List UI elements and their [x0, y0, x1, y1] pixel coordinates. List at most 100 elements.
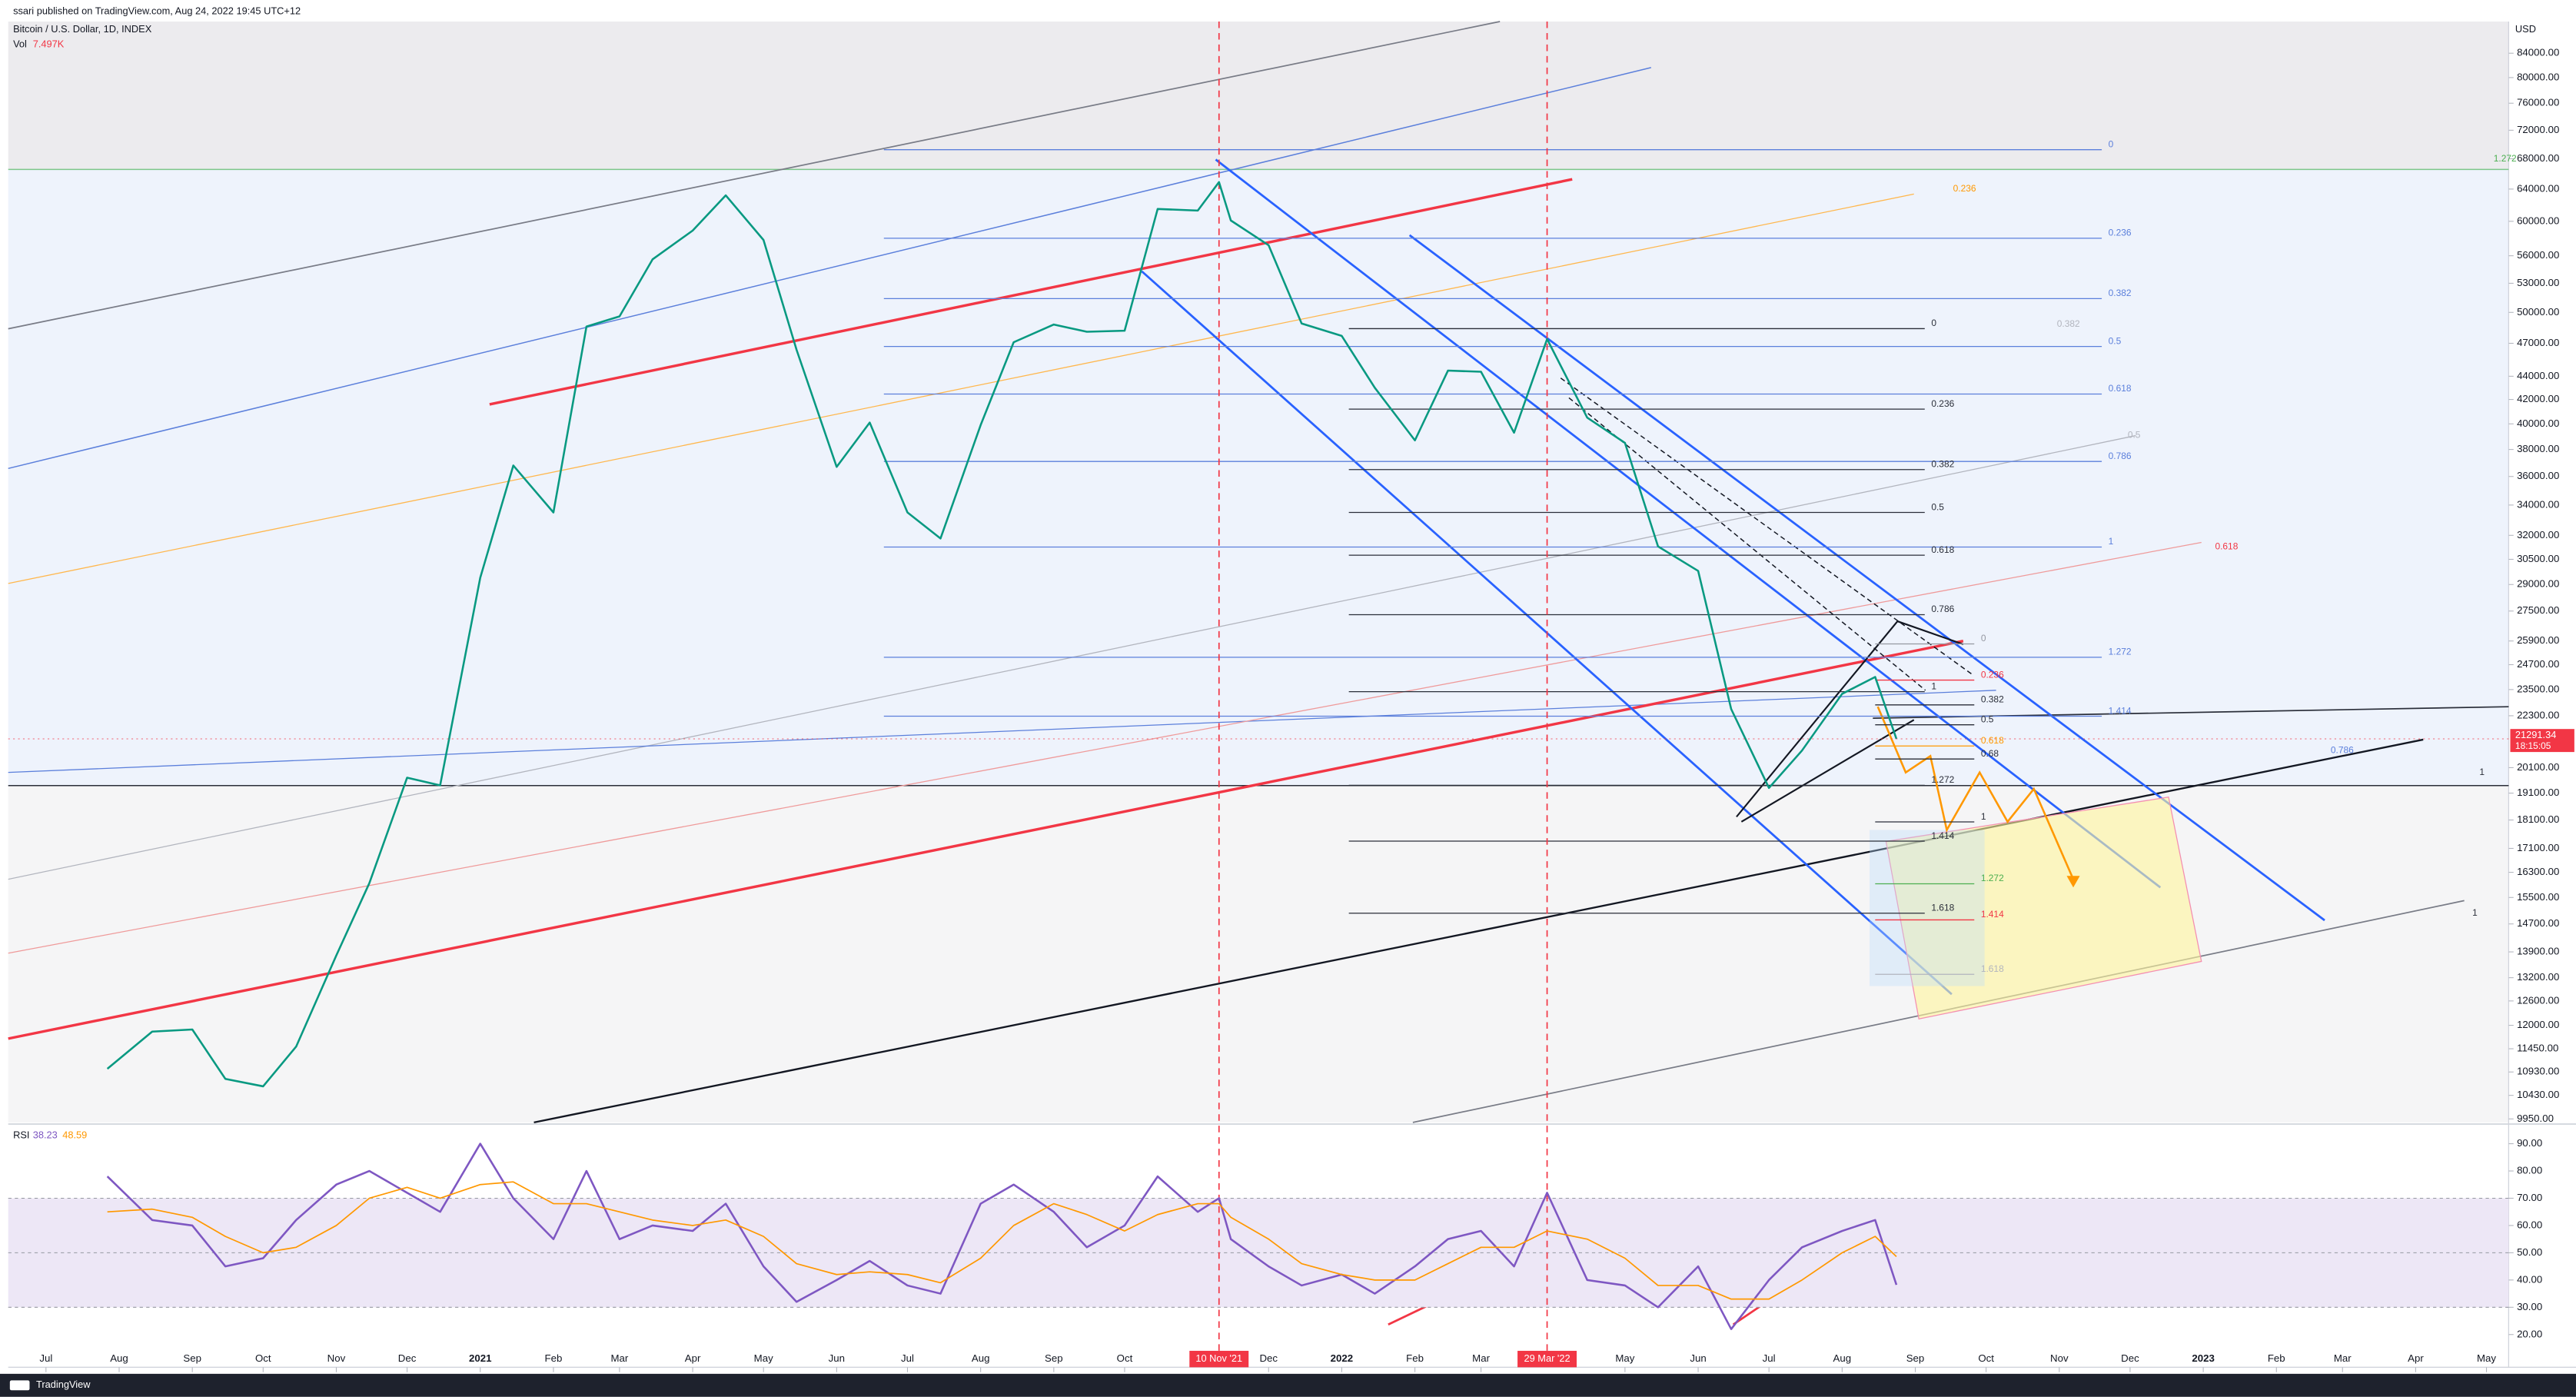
x-tick-label: Aug — [972, 1352, 990, 1364]
y-tick-label: 13900.00 — [2517, 946, 2559, 957]
x-tick-label: Jul — [901, 1352, 914, 1364]
fib-label: 0.5 — [1931, 501, 1944, 512]
y-tick-label: 17100.00 — [2517, 842, 2559, 853]
x-tick-label: Mar — [610, 1352, 628, 1364]
drawing-label: 1 — [2472, 907, 2478, 918]
rsi-tick-label: 20.00 — [2517, 1328, 2542, 1339]
fib-label: 1.618 — [1931, 902, 1954, 913]
rsi-tick-label: 30.00 — [2517, 1301, 2542, 1312]
drawing-label: 0.786 — [2331, 744, 2354, 755]
x-tick-label: Oct — [255, 1352, 271, 1364]
projection-box — [1885, 796, 2202, 1019]
fib-label: 0 — [1931, 318, 1936, 328]
x-tick-label: Feb — [2268, 1352, 2285, 1364]
last-price-time: 18:15:05 — [2515, 740, 2551, 751]
y-tick-label: 40000.00 — [2517, 417, 2559, 429]
y-tick-label: 10930.00 — [2517, 1066, 2559, 1077]
fib-label: 0.618 — [2109, 383, 2132, 394]
drawing-label: 0.236 — [1953, 183, 1976, 194]
y-tick-label: 56000.00 — [2517, 249, 2559, 261]
fib-label: 0.236 — [1931, 398, 1954, 409]
drawing-label: 0.5 — [2128, 429, 2141, 440]
y-tick-label: 36000.00 — [2517, 470, 2559, 481]
y-tick-label: 64000.00 — [2517, 182, 2559, 194]
y-tick-label: 29000.00 — [2517, 578, 2559, 590]
rsi-value: 38.23 — [33, 1129, 58, 1140]
fib-label: 1.618 — [1981, 963, 2004, 974]
y-tick-label: 20100.00 — [2517, 761, 2559, 773]
trend-line — [489, 178, 1573, 406]
y-tick-label: 14700.00 — [2517, 917, 2559, 929]
channel-line — [1408, 234, 2325, 922]
x-tick-label: 2022 — [1331, 1352, 1353, 1364]
y-tick-label: 76000.00 — [2517, 97, 2559, 108]
y-tick-label: 80000.00 — [2517, 71, 2559, 82]
x-tick-label: Sep — [1045, 1352, 1063, 1364]
arrow-head — [2066, 876, 2080, 888]
fib-label: 1.414 — [2109, 705, 2132, 716]
x-tick-label: Oct — [1117, 1352, 1133, 1364]
x-tick-label: Mar — [1472, 1352, 1490, 1364]
projection-path — [1876, 706, 2075, 880]
y-tick-label: 34000.00 — [2517, 498, 2559, 510]
fib-label: 0.68 — [1981, 748, 1999, 759]
x-tick-label: Feb — [545, 1352, 563, 1364]
y-tick-label: 47000.00 — [2517, 337, 2559, 348]
fib-label: 1 — [1931, 680, 1936, 691]
series-line — [106, 1143, 1898, 1330]
symbol-line: Bitcoin / U.S. Dollar, 1D, INDEX — [13, 23, 152, 35]
fib-label: 0.382 — [1931, 459, 1954, 470]
trend-line — [8, 640, 1964, 1040]
y-tick-label: 13200.00 — [2517, 971, 2559, 983]
rsi-tick-label: 50.00 — [2517, 1246, 2542, 1258]
fib-label: 0.236 — [2109, 228, 2132, 238]
y-tick-label: 19100.00 — [2517, 787, 2559, 798]
series-line — [107, 1181, 1897, 1300]
rsi-tick-label: 40.00 — [2517, 1273, 2542, 1285]
drawing-label: 1 — [2479, 767, 2485, 777]
labels-layer: ssari published on TradingView.com, Aug … — [9, 5, 2574, 1391]
fib-label: 0.5 — [2109, 335, 2122, 346]
y-tick-label: 15500.00 — [2517, 891, 2559, 903]
fib-label: 0 — [2109, 138, 2114, 149]
rsi-title: RSI — [13, 1129, 29, 1140]
fib-label: 1.272 — [1931, 774, 1954, 785]
y-tick-label: 50000.00 — [2517, 306, 2559, 318]
fib-label: 0.618 — [1931, 544, 1954, 555]
event-label: 29 Mar '22 — [1524, 1352, 1570, 1364]
x-tick-label: May — [754, 1352, 773, 1364]
y-tick-label: 60000.00 — [2517, 215, 2559, 226]
y-tick-label: 42000.00 — [2517, 393, 2559, 404]
y-tick-label: 12600.00 — [2517, 994, 2559, 1006]
y-tick-label: 38000.00 — [2517, 443, 2559, 454]
rsi-ma-value: 48.59 — [62, 1129, 87, 1140]
event-label: 10 Nov '21 — [1195, 1352, 1242, 1364]
x-tick-label: Mar — [2334, 1352, 2352, 1364]
brand-logo — [9, 1380, 30, 1391]
drawing-label: 0.618 — [2215, 541, 2238, 552]
footer-bar — [0, 1373, 2576, 1397]
channel-line — [1215, 158, 2162, 889]
trend-line — [8, 541, 2202, 954]
x-tick-label: Jul — [39, 1352, 52, 1364]
y-tick-label: 22300.00 — [2517, 709, 2559, 720]
fib-label: 0.786 — [1931, 604, 1954, 614]
y-tick-label: 72000.00 — [2517, 124, 2559, 135]
y-tick-label: 9950.00 — [2517, 1113, 2554, 1124]
y-tick-label: 18100.00 — [2517, 813, 2559, 825]
fib-label: 1.272 — [1981, 873, 2004, 883]
fib-label: 1 — [1981, 811, 1986, 822]
x-tick-label: Apr — [685, 1352, 701, 1364]
x-tick-label: Dec — [2121, 1352, 2139, 1364]
event-label-box — [1517, 1350, 1577, 1368]
last-price-box — [2510, 729, 2574, 753]
y-tick-label: 12000.00 — [2517, 1019, 2559, 1030]
brand: TradingView — [36, 1379, 91, 1390]
rsi-tick-label: 70.00 — [2517, 1192, 2542, 1203]
x-tick-label: Sep — [183, 1352, 201, 1364]
fib-label: 1.414 — [1981, 909, 2004, 920]
wedge-line — [1736, 620, 1964, 818]
x-tick-label: Aug — [1833, 1352, 1852, 1364]
